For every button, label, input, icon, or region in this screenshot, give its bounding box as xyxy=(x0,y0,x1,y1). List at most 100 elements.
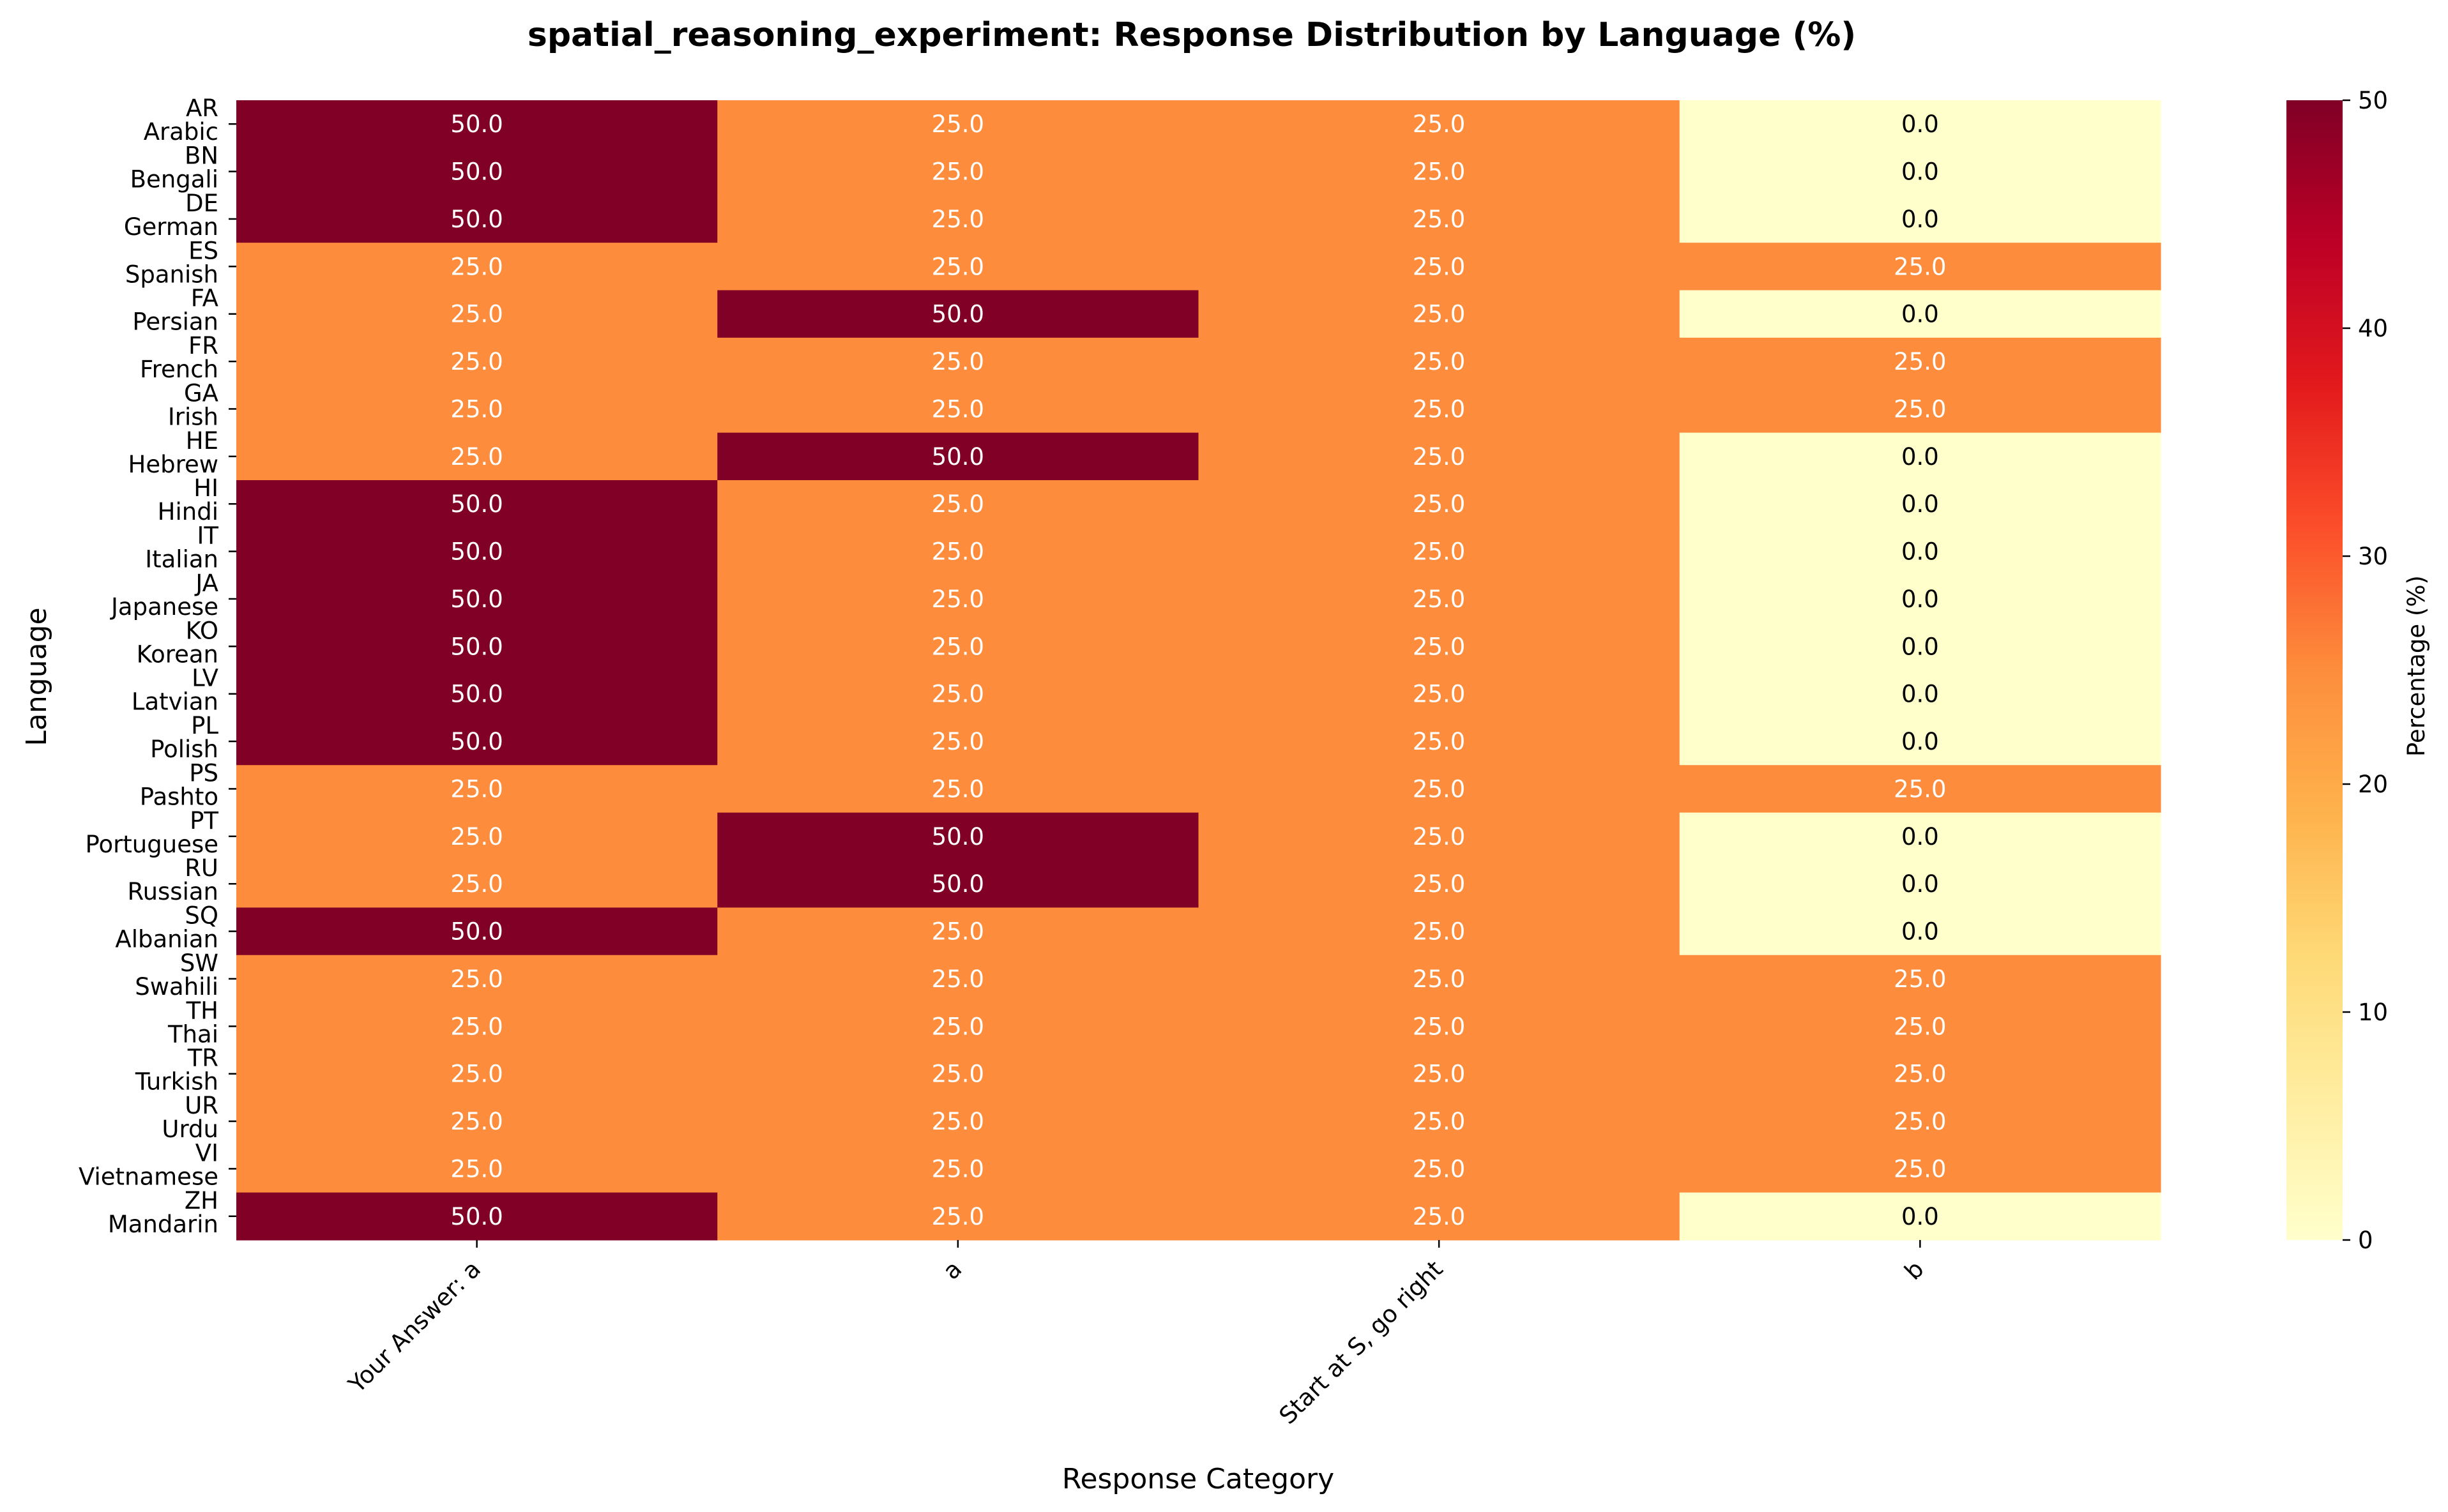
x-tick-label: Start at S, go right xyxy=(1274,1255,1448,1430)
cell-value-label: 25.0 xyxy=(1413,348,1465,375)
cell-value-label: 0.0 xyxy=(1901,206,1939,233)
colorbar-tick-label: 20 xyxy=(2358,771,2388,798)
cell-value-label: 25.0 xyxy=(1413,586,1465,613)
cell-value-label: 50.0 xyxy=(450,681,503,708)
cell-value-label: 25.0 xyxy=(1894,1061,1946,1088)
cell-value-label: 25.0 xyxy=(1894,395,1946,423)
cell-value-label: 25.0 xyxy=(1413,633,1465,660)
cell-value-label: 0.0 xyxy=(1901,538,1939,566)
heatmap-cell xyxy=(1679,575,2161,623)
cell-value-label: 25.0 xyxy=(1413,490,1465,518)
cell-value-label: 25.0 xyxy=(1413,253,1465,280)
heatmap-cells xyxy=(236,100,2161,1241)
heatmap-cell xyxy=(236,527,718,576)
y-tick-name: Hebrew xyxy=(128,451,219,478)
cell-value-label: 0.0 xyxy=(1901,301,1939,328)
heatmap-cell xyxy=(236,717,718,766)
cell-value-label: 50.0 xyxy=(932,443,984,471)
cell-value-label: 25.0 xyxy=(1413,1155,1465,1183)
y-tick-name: German xyxy=(124,213,218,241)
x-tick-label: b xyxy=(1899,1255,1929,1285)
heatmap-cell xyxy=(236,907,718,956)
cell-value-label: 25.0 xyxy=(932,1155,984,1183)
y-tick-code: PL xyxy=(191,712,218,739)
y-tick-name: Turkish xyxy=(135,1068,218,1096)
y-tick-name: Pashto xyxy=(140,783,218,810)
cell-value-label: 0.0 xyxy=(1901,918,1939,946)
cell-value-label: 25.0 xyxy=(1413,110,1465,138)
cell-value-label: 0.0 xyxy=(1901,110,1939,138)
y-tick-code: HE xyxy=(186,427,218,455)
heatmap-cell xyxy=(1679,670,2161,718)
colorbar-label: Percentage (%) xyxy=(2403,575,2430,757)
heatmap-cell xyxy=(1679,243,2161,291)
heatmap-cell xyxy=(1198,337,1680,386)
heatmap-cell xyxy=(236,575,718,623)
cell-value-label: 50.0 xyxy=(932,301,984,328)
cell-value-label: 25.0 xyxy=(932,158,984,186)
y-tick-name: Thai xyxy=(167,1020,218,1048)
heatmap-cell xyxy=(717,290,1199,338)
cell-value-label: 25.0 xyxy=(1894,775,1946,803)
cell-value-label: 50.0 xyxy=(450,206,503,233)
y-tick-code: RU xyxy=(185,854,218,882)
cell-value-label: 0.0 xyxy=(1901,681,1939,708)
y-tick-code: UR xyxy=(185,1092,218,1119)
y-tick-name: Russian xyxy=(128,878,218,905)
heatmap-cell xyxy=(1679,1050,2161,1098)
cell-value-label: 25.0 xyxy=(1413,681,1465,708)
heatmap-cell xyxy=(717,860,1199,908)
cell-value-label: 25.0 xyxy=(1413,823,1465,850)
cell-value-label: 0.0 xyxy=(1901,633,1939,660)
heatmap-cell xyxy=(1679,860,2161,908)
cell-value-label: 25.0 xyxy=(932,490,984,518)
colorbar-tick-label: 10 xyxy=(2358,999,2388,1026)
heatmap-cell xyxy=(236,812,718,861)
chart-title: spatial_reasoning_experiment: Response D… xyxy=(528,16,1856,54)
heatmap-cell xyxy=(236,243,718,291)
heatmap-cell xyxy=(236,860,718,908)
cell-value-label: 25.0 xyxy=(1413,538,1465,566)
cell-value-label: 25.0 xyxy=(1413,870,1465,898)
heatmap-cell xyxy=(717,765,1199,813)
y-tick-name: Spanish xyxy=(125,261,218,288)
cell-value-label: 25.0 xyxy=(932,1061,984,1088)
cell-value-label: 50.0 xyxy=(932,823,984,850)
heatmap-cell xyxy=(717,1002,1199,1051)
cell-value-label: 50.0 xyxy=(450,490,503,518)
cell-value-label: 25.0 xyxy=(450,775,503,803)
y-tick-name: Mandarin xyxy=(108,1211,218,1238)
heatmap-cell xyxy=(1198,147,1680,196)
cell-value-label: 50.0 xyxy=(450,538,503,566)
cell-value-label: 25.0 xyxy=(932,1013,984,1040)
y-tick-code: BN xyxy=(185,142,218,170)
heatmap-cell xyxy=(717,195,1199,243)
x-tick-label: Your Answer: a xyxy=(343,1255,486,1398)
cell-value-label: 25.0 xyxy=(450,395,503,423)
cell-value-label: 25.0 xyxy=(932,253,984,280)
heatmap-cell xyxy=(1679,765,2161,813)
cell-value-label: 25.0 xyxy=(1894,348,1946,375)
cell-value-label: 25.0 xyxy=(932,728,984,755)
heatmap-cell xyxy=(717,1097,1199,1145)
y-tick-name: Japanese xyxy=(110,593,218,621)
heatmap-cell xyxy=(1198,623,1680,671)
cell-value-label: 25.0 xyxy=(450,443,503,471)
y-tick-name: Portuguese xyxy=(85,831,218,858)
y-tick-code: LV xyxy=(192,665,218,692)
heatmap-cell xyxy=(717,717,1199,766)
heatmap-cell xyxy=(1679,907,2161,956)
heatmap-cell xyxy=(1198,717,1680,766)
heatmap-cell xyxy=(1679,195,2161,243)
heatmap-cell xyxy=(717,1145,1199,1193)
cell-value-label: 25.0 xyxy=(932,918,984,946)
cell-value-label: 0.0 xyxy=(1901,443,1939,471)
cell-value-label: 50.0 xyxy=(450,110,503,138)
heatmap-cell xyxy=(717,480,1199,528)
cell-value-label: 25.0 xyxy=(450,965,503,993)
heatmap-cell xyxy=(1198,1002,1680,1051)
heatmap-cell xyxy=(236,670,718,718)
heatmap-cell xyxy=(1198,1192,1680,1241)
colorbar-tick-label: 30 xyxy=(2358,543,2388,570)
y-tick-name: Urdu xyxy=(162,1115,218,1143)
